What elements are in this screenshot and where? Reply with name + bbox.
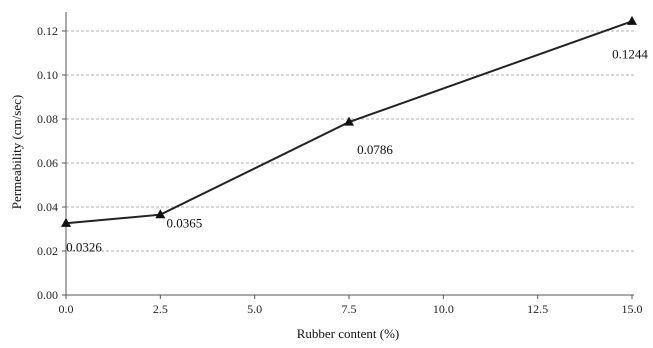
y-tick-label: 0.10	[37, 68, 58, 82]
y-axis-title: Permeability (cm/sec)	[9, 95, 24, 209]
y-tick-label: 0.04	[37, 200, 58, 214]
x-tick-label: 5.0	[247, 302, 262, 316]
y-tick-label: 0.02	[37, 244, 58, 258]
data-point	[344, 116, 354, 126]
axes	[65, 12, 634, 296]
data-label: 0.0786	[357, 142, 393, 157]
data-point	[61, 217, 71, 227]
data-label: 0.0365	[166, 216, 202, 231]
y-axis-ticks: 0.00 0.02 0.04 0.06 0.08 0.10 0.12	[37, 24, 66, 302]
series-line	[65, 20, 633, 225]
x-axis-title: Rubber content (%)	[297, 326, 400, 341]
x-tick-label: 10.0	[433, 302, 454, 316]
x-tick-label: 2.5	[153, 302, 168, 316]
x-tick-label: 12.5	[527, 302, 548, 316]
x-tick-label: 7.5	[342, 302, 357, 316]
series	[61, 15, 637, 227]
x-tick-label: 0.0	[59, 302, 74, 316]
x-axis-ticks: 0.0 2.5 5.0 7.5 10.0 12.5 15.0	[59, 295, 643, 316]
y-tick-label: 0.06	[37, 156, 58, 170]
y-tick-label: 0.12	[37, 24, 58, 38]
data-point	[627, 15, 637, 25]
y-tick-label: 0.00	[37, 288, 58, 302]
y-tick-label: 0.08	[37, 112, 58, 126]
x-tick-label: 15.0	[622, 302, 643, 316]
data-point	[155, 209, 166, 219]
data-label: 0.1244	[612, 46, 648, 61]
data-labels: 0.0326 0.0365 0.0786 0.1244	[66, 46, 648, 254]
data-label: 0.0326	[66, 239, 102, 254]
gridlines	[66, 30, 634, 252]
